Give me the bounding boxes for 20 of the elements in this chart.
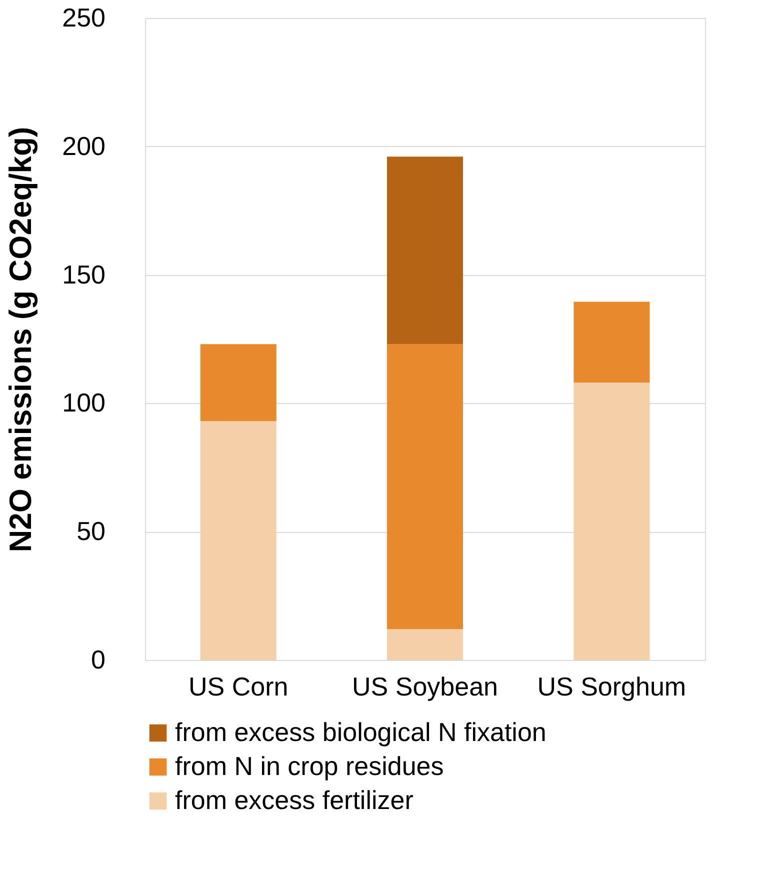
y-tick-label: 250 <box>62 2 106 32</box>
y-tick-label: 100 <box>62 388 106 418</box>
bar <box>200 421 276 660</box>
y-tick-label: 200 <box>62 130 106 161</box>
y-tick-label: 0 <box>91 644 106 674</box>
bar <box>387 344 463 630</box>
x-tick-label: US Soybean <box>352 672 498 702</box>
bar <box>387 156 463 344</box>
legend-label: from excess fertilizer <box>175 785 414 815</box>
y-tick-label: 150 <box>62 259 106 290</box>
legend-label: from excess biological N fixation <box>175 717 546 747</box>
bar <box>200 344 276 422</box>
x-tick-label: US Corn <box>188 672 288 702</box>
bar <box>387 629 463 660</box>
y-axis-title: N2O emissions (g CO2eq/kg) <box>3 126 38 552</box>
bar <box>574 302 650 383</box>
bar <box>574 382 650 660</box>
y-tick-label: 50 <box>76 516 106 546</box>
legend-label: from N in crop residues <box>175 751 444 781</box>
x-tick-label: US Sorghum <box>537 672 686 702</box>
